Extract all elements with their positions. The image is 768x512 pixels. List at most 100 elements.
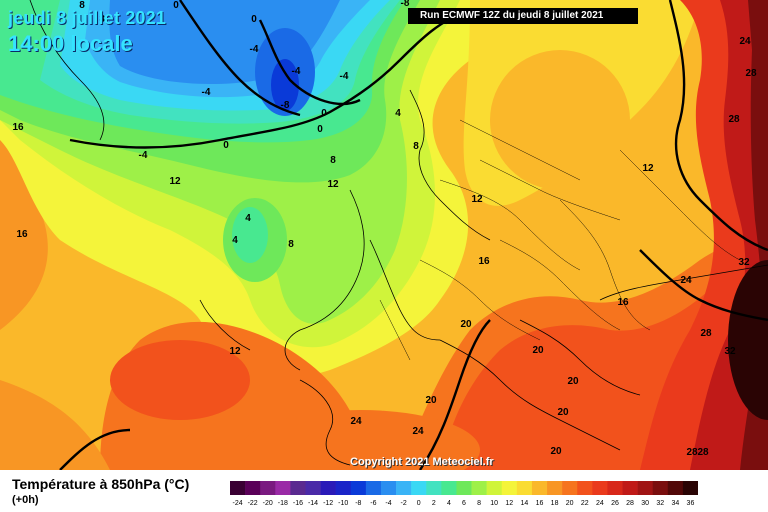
color-swatch-label: -6 <box>370 500 376 507</box>
color-swatch <box>230 481 246 495</box>
color-swatch <box>471 481 487 495</box>
isoline-label: 28 <box>745 68 757 79</box>
color-swatch <box>275 481 291 495</box>
color-swatch-label: 6 <box>462 500 466 507</box>
color-swatch-label: -16 <box>293 500 303 507</box>
color-swatch-label: -22 <box>248 500 258 507</box>
legend-footer: Température à 850hPa (°C) (+0h) -24 -22 -2… <box>0 470 768 512</box>
color-swatch-label: 24 <box>596 500 604 507</box>
isoline-label: 0 <box>173 0 179 11</box>
color-swatch-label: -14 <box>308 500 318 507</box>
isoline-label: 12 <box>229 346 241 357</box>
isoline-label: 8 <box>99 14 105 25</box>
isoline-label: 24 <box>412 426 424 437</box>
isoline-label: 20 <box>425 395 437 406</box>
isoline-label: -4 <box>292 66 301 77</box>
isoline-label: 4 <box>232 235 238 246</box>
isoline-label: 24 <box>350 416 362 427</box>
isoline-label: 8 <box>79 0 85 11</box>
color-swatch <box>335 481 352 495</box>
isoline-label: -4 <box>250 44 259 55</box>
color-swatch <box>245 481 261 495</box>
isoline-label: 4 <box>245 213 251 224</box>
color-swatch <box>426 481 442 495</box>
color-swatch-label: -8 <box>355 500 361 507</box>
color-scale: -24 -22 -20 -18 -16 -14 -12 -10 -8 -6 -4 -2 0 2 4 6 8 10 1… <box>230 481 698 507</box>
color-swatch-label: 34 <box>671 500 679 507</box>
color-swatch <box>365 481 382 495</box>
color-swatch <box>547 481 563 495</box>
isoline-label: 0 <box>251 14 257 25</box>
color-swatch-label: 4 <box>447 500 451 507</box>
isoline-label: 16 <box>16 229 28 240</box>
color-swatch-label: 8 <box>477 500 481 507</box>
color-swatch <box>516 481 533 495</box>
copyright-notice: Copyright 2021 Meteociel.fr <box>350 456 494 468</box>
color-swatch <box>411 481 427 495</box>
warm-core-16-b <box>560 160 700 280</box>
band-18-west <box>0 110 48 330</box>
color-swatch-label: 16 <box>536 500 544 507</box>
isoline-label: 0 <box>223 140 229 151</box>
legend-title: Température à 850hPa (°C) <box>12 476 190 492</box>
isoline-label: 20 <box>460 319 472 330</box>
isoline-label: 12 <box>327 179 339 190</box>
isoline-label: 20 <box>550 446 562 457</box>
isoline-label: 12 <box>642 163 654 174</box>
isoline-label: 0 <box>321 108 327 119</box>
color-swatch <box>290 481 306 495</box>
color-swatch <box>531 481 548 495</box>
isoline-label: 8 <box>413 141 419 152</box>
isoline-label: 12 <box>169 176 181 187</box>
color-swatch <box>501 481 518 495</box>
isoline-label: 20 <box>557 407 569 418</box>
color-swatch-label: 14 <box>520 500 528 507</box>
color-swatch-label: 26 <box>611 500 619 507</box>
isoline-label: 16 <box>617 297 629 308</box>
isoline-label: 0 <box>317 124 323 135</box>
color-swatch-label: 32 <box>656 500 664 507</box>
color-swatch-label: 18 <box>551 500 559 507</box>
color-swatch <box>682 481 698 495</box>
isoline-label: 28 <box>686 447 698 458</box>
color-swatch-label: -20 <box>263 500 273 507</box>
isoline-label: 28 <box>728 114 740 125</box>
isoline-label: -8 <box>401 0 410 9</box>
color-swatch <box>667 481 684 495</box>
model-run-label: Run ECMWF 12Z du jeudi 8 juillet 2021 <box>408 8 638 24</box>
color-swatch <box>607 481 623 495</box>
color-swatch-label: 30 <box>641 500 649 507</box>
isoline-label: 28 <box>700 328 712 339</box>
color-swatch <box>260 481 276 495</box>
isoline-label: 20 <box>532 345 544 356</box>
color-swatch-label: 36 <box>687 500 695 507</box>
color-swatch <box>456 481 472 495</box>
color-swatch-label: -4 <box>385 500 391 507</box>
isoline-label: 8 <box>288 239 294 250</box>
isoline-label: -4 <box>139 150 148 161</box>
color-swatch <box>577 481 593 495</box>
color-swatch <box>350 481 367 495</box>
color-swatch-label: 12 <box>505 500 513 507</box>
color-swatch-label: 22 <box>581 500 589 507</box>
hot-core-east <box>728 260 768 420</box>
borders <box>379 119 741 361</box>
isoline-label: 16 <box>478 256 490 267</box>
legend-subtitle: (+0h) <box>12 494 39 506</box>
isoline-label: 28 <box>697 447 709 458</box>
color-swatch-label: -10 <box>338 500 348 507</box>
isoline-label: 24 <box>739 36 751 47</box>
color-swatch-label: -2 <box>400 500 406 507</box>
color-swatch <box>441 481 457 495</box>
color-swatch-label: -12 <box>323 500 333 507</box>
color-swatch-label: -24 <box>232 500 242 507</box>
isoline-label: 12 <box>471 194 483 205</box>
color-swatch-label: 28 <box>626 500 634 507</box>
cold-core-neg8 <box>271 59 299 111</box>
color-swatch-label: 0 <box>417 500 421 507</box>
temperature-field <box>0 0 768 470</box>
isoline-label: 20 <box>567 376 579 387</box>
